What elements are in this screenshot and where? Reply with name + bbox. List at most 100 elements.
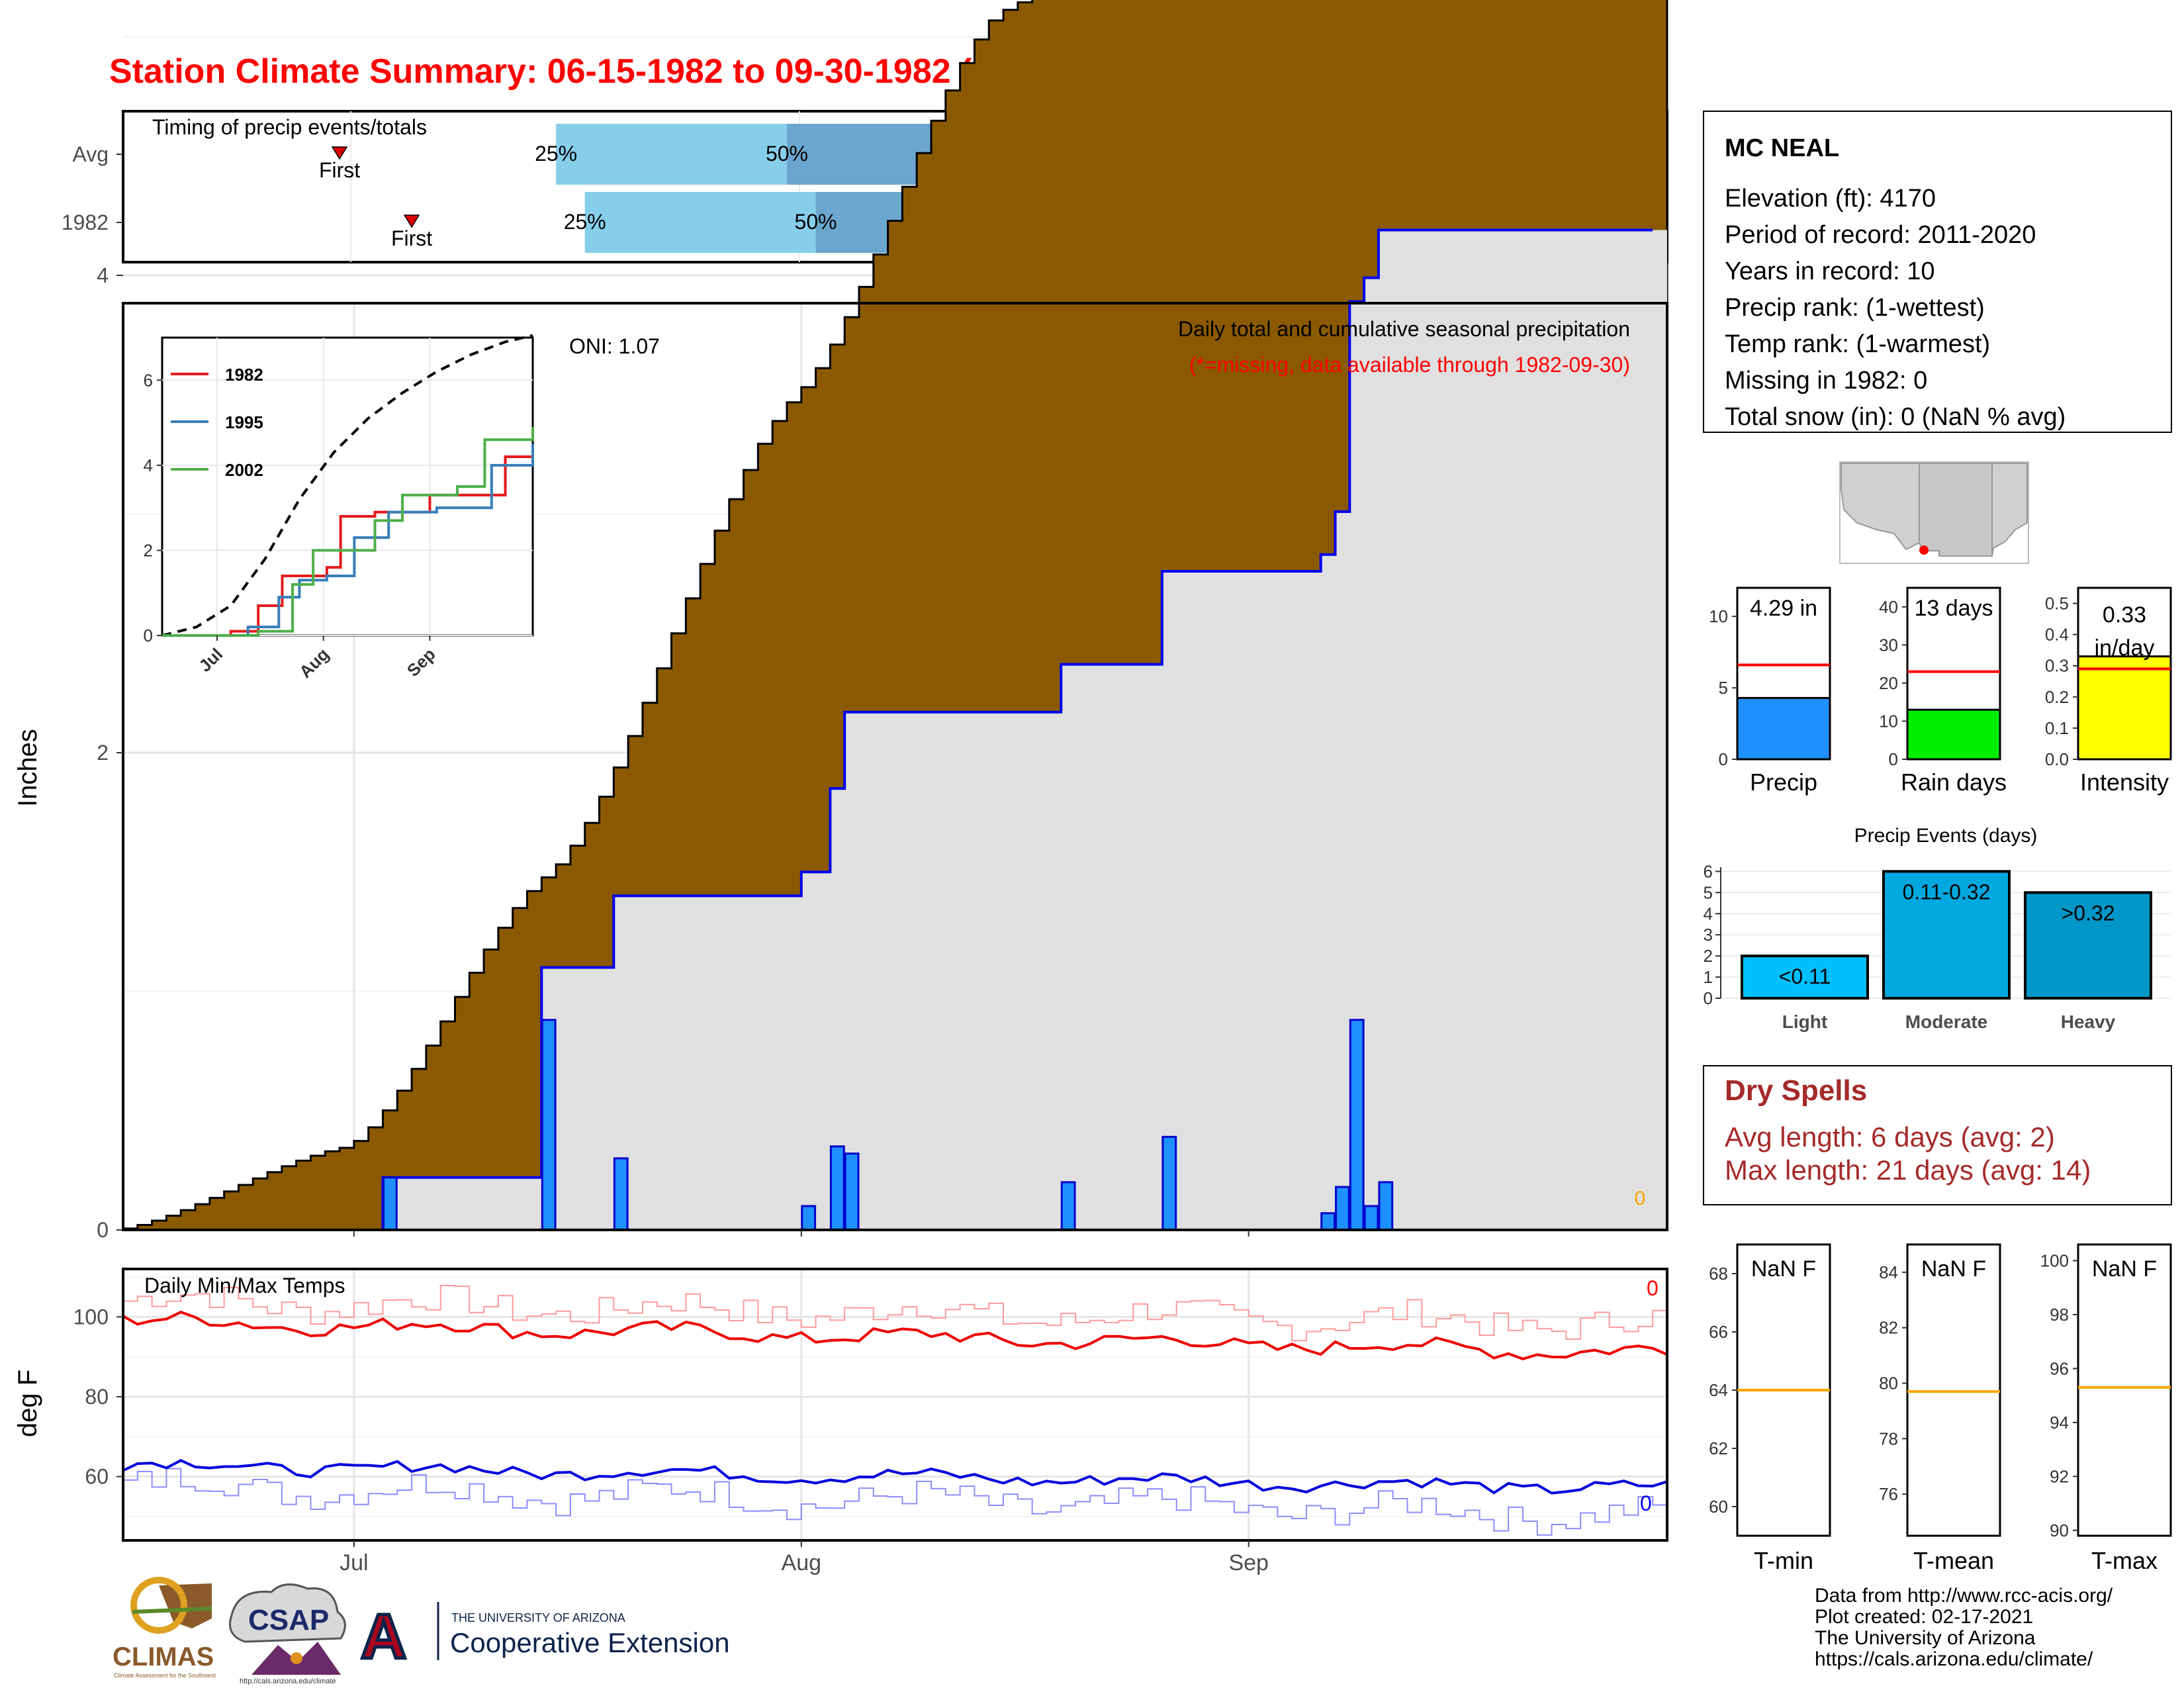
timing-bar-early — [584, 192, 816, 253]
temp-box-tick: 100 — [2040, 1250, 2069, 1270]
station-info-line: Period of record: 2011-2020 — [1725, 221, 2036, 249]
inset-ytick: 0 — [144, 626, 153, 645]
summary-bar-label: Rain days — [1901, 769, 2007, 796]
precip-events-bar-light — [1741, 955, 1869, 1000]
temp-ylabel: deg F — [13, 1370, 42, 1437]
summary-bar-tick: 10 — [1709, 606, 1728, 626]
daily-precip-bar — [1378, 1181, 1394, 1231]
temp-box-tick: 66 — [1709, 1322, 1728, 1342]
temp-box-label: T-max — [2091, 1547, 2158, 1574]
summary-bar-value: 4.29 in — [1750, 596, 1817, 621]
station-info-line: Years in record: 10 — [1725, 258, 1935, 285]
tmin-1982-line — [122, 1459, 1668, 1495]
inset-series-1995 — [162, 444, 534, 637]
inset-ytick: 2 — [144, 540, 153, 560]
precip-events-range: 0.11-0.32 — [1903, 880, 1991, 904]
station-info-line: Precip rank: (1-wettest) — [1725, 294, 1985, 322]
temp-panel: Daily Min/Max Temps 0 0 60 80 100 deg F Ju… — [13, 1268, 1668, 1575]
precip-chart-subtitle: (*=missing, data available through 1982-… — [1189, 353, 1630, 377]
inset-series-2002 — [162, 427, 534, 637]
station-name: MC NEAL — [1725, 134, 1839, 162]
temp-box-tick: 80 — [1879, 1374, 1898, 1393]
dry-spells-avg: Avg length: 6 days (avg: 2) — [1725, 1121, 2055, 1152]
ua-logo: A THE UNIVERSITY OF ARIZONA Cooperative … — [359, 1600, 730, 1674]
daily-precip-bar — [613, 1157, 629, 1231]
station-marker — [1919, 545, 1929, 555]
tmax-1982-line — [122, 1310, 1668, 1360]
timing-pct-label: 25% — [564, 210, 606, 234]
precip-events-tick: 0 — [1704, 988, 1713, 1008]
precip-chart-title: Daily total and cumulative seasonal prec… — [1178, 317, 1630, 341]
inset-ytick: 6 — [144, 370, 153, 390]
precip-events-tick: 1 — [1704, 967, 1713, 987]
daily-precip-bar — [1335, 1186, 1350, 1231]
year-cumulative-area — [123, 230, 1667, 1230]
month-tick: Sep — [1228, 1550, 1269, 1575]
precip-events-title: Precip Events (days) — [1854, 825, 2038, 847]
daily-precip-bar — [1161, 1135, 1177, 1231]
precip-ytick: 2 — [97, 741, 109, 765]
daily-precip-bar — [1349, 1019, 1365, 1231]
daily-precip-bar — [382, 1176, 398, 1231]
credit-line-4: https://cals.arizona.edu/climate/ — [1815, 1648, 2093, 1670]
precip-events-range: >0.32 — [2062, 901, 2115, 925]
timing-label: Timing of precip events/totals — [152, 115, 427, 139]
credit-line-3: The University of Arizona — [1815, 1627, 2036, 1649]
summary-bar-tick: 0 — [1719, 749, 1728, 769]
timing-first-label: First — [319, 158, 360, 182]
station-info-line: Missing in 1982: 0 — [1725, 367, 1927, 395]
month-tick: Jul — [340, 1550, 368, 1575]
timing-pct-label: 50% — [766, 142, 808, 165]
summary-bar-intensity — [2077, 655, 2172, 761]
inset-legend-label: 1982 — [225, 365, 263, 385]
temp-box-tick: 84 — [1879, 1262, 1898, 1282]
inset-avg-line — [161, 334, 533, 637]
temp-box-value: NaN F — [1921, 1256, 1986, 1282]
ua-logo-bottom-text: Cooperative Extension — [450, 1627, 730, 1658]
temp-missing-max: 0 — [1647, 1276, 1659, 1300]
temp-box-tick: 68 — [1709, 1264, 1728, 1284]
ua-logo-letter: A — [361, 1601, 406, 1672]
summary-bar-tick: 0.4 — [2045, 625, 2069, 645]
csap-logo-url: http://cals.arizona.edu/climate — [240, 1677, 336, 1685]
dry-spells-title: Dry Spells — [1725, 1074, 1867, 1107]
precip-events-range: <0.11 — [1779, 964, 1831, 988]
temp-summary-boxes: NaN F 60 62 64 66 68 T-min NaN F 76 78 80 82 84 T-mea… — [1709, 1243, 2172, 1574]
precip-ytick: 4 — [97, 263, 109, 287]
precip-events-tick: 4 — [1704, 904, 1713, 923]
precip-ylabel: Inches — [13, 729, 42, 807]
temp-box-tick: 82 — [1879, 1318, 1898, 1338]
daily-precip-bar — [844, 1152, 860, 1231]
precip-events-tick: 5 — [1704, 882, 1713, 902]
summary-bar-value: 0.33 — [2103, 602, 2146, 628]
summary-bar-rain-days — [1906, 708, 2001, 761]
summary-bar-tick: 0 — [1889, 749, 1898, 769]
summary-bar-tick: 0.3 — [2045, 656, 2069, 676]
timing-first-marker — [331, 146, 348, 160]
precip-events-tick: 6 — [1704, 861, 1713, 881]
temp-box-tick: 98 — [2050, 1305, 2069, 1325]
daily-precip-bar — [1363, 1205, 1379, 1231]
temp-ytick: 80 — [85, 1385, 109, 1409]
precip-ytick: 0 — [97, 1218, 109, 1242]
dry-spells-box: Dry Spells Avg length: 6 days (avg: 2) M… — [1703, 1065, 2172, 1205]
daily-precip-bar — [1060, 1181, 1076, 1231]
climas-logo-subtext: Climate Assessment for the Southwest — [114, 1672, 216, 1679]
inset-legend-label: 2002 — [225, 460, 263, 480]
summary-bar-unit: in/day — [2095, 635, 2155, 661]
credit-line-2: Plot created: 02-17-2021 — [1815, 1606, 2033, 1628]
tmax-average-line — [123, 1284, 1668, 1342]
temp-box-tick: 62 — [1709, 1438, 1728, 1458]
daily-precip-bar — [801, 1205, 817, 1231]
temp-box-label: T-mean — [1913, 1547, 1994, 1574]
precip-events-bar-moderate — [1882, 870, 2011, 1000]
summary-bar-value: 13 days — [1914, 596, 1993, 621]
station-info-box: MC NEAL Elevation (ft): 4170 Period of re… — [1703, 111, 2172, 433]
timing-first-marker — [403, 214, 420, 228]
temp-box-value: NaN F — [1751, 1256, 1816, 1282]
daily-precip-bar — [541, 1019, 557, 1231]
precip-events-tick: 3 — [1704, 925, 1713, 945]
timing-first-label: First — [391, 226, 432, 250]
